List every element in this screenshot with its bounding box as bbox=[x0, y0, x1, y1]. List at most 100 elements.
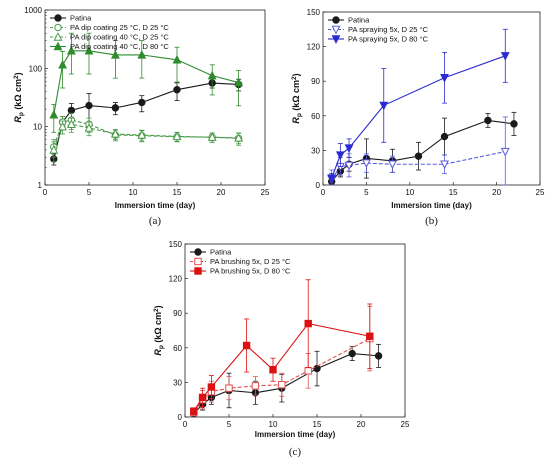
figure-caption: (c) bbox=[289, 446, 302, 458]
x-tick-label: 25 bbox=[536, 188, 545, 197]
series-line bbox=[331, 119, 515, 182]
data-point bbox=[198, 393, 207, 402]
y-axis-label: Rp (kΩ cm2) bbox=[291, 73, 303, 123]
data-point bbox=[49, 109, 59, 119]
y-axis-label: Rp (kΩ cm2) bbox=[153, 305, 165, 355]
legend-marker bbox=[194, 257, 202, 266]
y-tick-label: 90 bbox=[173, 309, 182, 318]
data-point bbox=[327, 174, 337, 183]
data-point bbox=[58, 121, 68, 131]
legend-label: PA spraying 5x, D 80 °C bbox=[348, 35, 429, 44]
data-point bbox=[242, 341, 251, 350]
legend-marker bbox=[53, 32, 63, 41]
legend-marker bbox=[53, 41, 63, 51]
chart-panel-b: 0 5 10 15 20 25 0 30 60 90 120 150 Immersion time (d… bbox=[275, 0, 550, 230]
data-point bbox=[173, 86, 181, 94]
y-tick-label: 100 bbox=[29, 64, 43, 73]
series-3 bbox=[49, 32, 244, 133]
legend-label: PA spraying 5x, D 25 °C bbox=[348, 25, 429, 34]
legend-label: PA brushing 5x, D 80 °C bbox=[210, 267, 291, 276]
data-point bbox=[111, 104, 120, 112]
y-tick-label: 1000 bbox=[24, 6, 42, 15]
data-point bbox=[440, 160, 449, 170]
x-tick-label: 10 bbox=[269, 420, 278, 429]
data-point bbox=[379, 101, 389, 111]
y-tick-label: 90 bbox=[311, 77, 320, 86]
x-tick-label: 15 bbox=[173, 188, 182, 197]
data-point bbox=[335, 151, 345, 160]
data-point bbox=[138, 98, 146, 107]
data-point bbox=[278, 381, 286, 389]
data-point bbox=[190, 407, 198, 415]
data-point bbox=[500, 52, 510, 61]
y-tick-label: 150 bbox=[307, 8, 321, 17]
legend-marker bbox=[331, 25, 341, 35]
data-point bbox=[172, 54, 182, 64]
x-tick-label: 5 bbox=[227, 420, 232, 429]
chart-panel-c: 0 5 10 15 20 25 0 30 60 90 120 150 Immersion time (d… bbox=[130, 232, 420, 463]
legend-marker bbox=[54, 14, 62, 22]
series-line bbox=[193, 338, 371, 413]
data-point bbox=[225, 384, 233, 392]
y-tick-label: 10 bbox=[33, 123, 42, 132]
x-tick-label: 20 bbox=[357, 420, 366, 429]
x-axis-label: Immersion time (day) bbox=[115, 201, 196, 210]
y-tick-label: 60 bbox=[173, 344, 182, 353]
data-point bbox=[366, 332, 374, 340]
data-point bbox=[58, 59, 68, 69]
x-tick-label: 0 bbox=[321, 188, 326, 197]
data-point bbox=[361, 159, 371, 168]
chart-panel-a: 0 5 10 15 20 25 1 10 100 1000 Immersion time (day)… bbox=[0, 0, 275, 230]
legend-label: PA dip coating 25 °C, D 25 °C bbox=[70, 23, 169, 32]
plot-frame bbox=[322, 11, 541, 186]
data-point bbox=[440, 74, 449, 83]
x-tick-label: 5 bbox=[364, 188, 369, 197]
x-tick-label: 20 bbox=[492, 188, 501, 197]
legend-marker bbox=[331, 35, 341, 44]
x-tick-label: 25 bbox=[261, 188, 270, 197]
data-point bbox=[234, 77, 244, 87]
y-tick-label: 120 bbox=[169, 275, 183, 284]
series-0 bbox=[327, 111, 518, 186]
x-axis-label: Immersion time (day) bbox=[255, 430, 336, 439]
y-tick-label: 120 bbox=[307, 43, 321, 52]
x-tick-label: 25 bbox=[401, 420, 410, 429]
series-0 bbox=[190, 343, 383, 418]
data-point bbox=[484, 116, 492, 125]
data-point bbox=[348, 349, 356, 358]
chart-c-svg: 0 5 10 15 20 25 0 30 60 90 120 150 Immersion time (d… bbox=[153, 240, 410, 458]
series-line bbox=[331, 55, 506, 179]
x-axis-label: Immersion time (day) bbox=[391, 201, 472, 210]
legend-label: Patina bbox=[348, 16, 370, 25]
plot-frame bbox=[44, 9, 266, 186]
x-tick-label: 10 bbox=[405, 188, 414, 197]
x-tick-label: 10 bbox=[129, 188, 138, 197]
data-point bbox=[110, 129, 120, 138]
data-point bbox=[251, 382, 260, 390]
data-point bbox=[304, 367, 312, 375]
data-point bbox=[344, 144, 354, 153]
data-point bbox=[137, 49, 147, 59]
legend-marker bbox=[194, 248, 202, 256]
data-point bbox=[84, 45, 94, 55]
legend-marker bbox=[54, 23, 62, 32]
series-2 bbox=[190, 279, 374, 416]
data-point bbox=[85, 101, 93, 110]
plot-frame bbox=[184, 243, 406, 418]
legend-label: PA dip coating 40 °C, D 25 °C bbox=[70, 33, 169, 42]
series-line bbox=[53, 119, 239, 148]
legend-label: PA brushing 5x, D 25 °C bbox=[210, 257, 291, 266]
y-tick-label: 60 bbox=[311, 112, 320, 121]
data-point bbox=[269, 366, 277, 374]
data-point bbox=[207, 383, 216, 391]
data-point bbox=[207, 132, 217, 141]
x-tick-label: 0 bbox=[183, 420, 188, 429]
legend-label: Patina bbox=[210, 248, 232, 257]
data-point bbox=[172, 131, 182, 141]
x-tick-label: 5 bbox=[87, 188, 92, 197]
data-point bbox=[66, 119, 76, 128]
y-tick-label: 150 bbox=[169, 240, 183, 249]
x-tick-label: 0 bbox=[43, 188, 48, 197]
data-point bbox=[49, 144, 59, 154]
